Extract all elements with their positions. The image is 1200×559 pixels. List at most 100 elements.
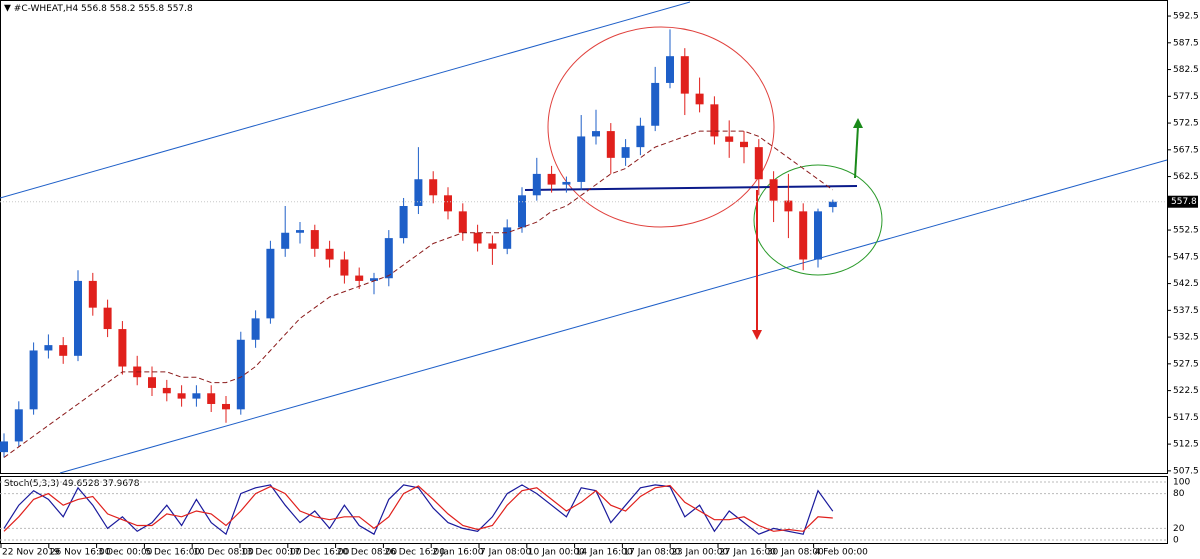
down-arrow-head [752, 330, 762, 340]
candle-body [651, 82, 660, 126]
stoch-header: Stoch(5,3,3) 49.6528 37.9678 [4, 479, 140, 489]
low: 555.8 [138, 4, 164, 14]
x-tick-label: 10 Jan 00:00 [528, 548, 585, 558]
x-tick-label: 7 Jan 08:00 [480, 548, 532, 558]
candle-body [621, 147, 630, 158]
y-tick-label: 542.5 [1173, 279, 1199, 289]
head-circle [547, 26, 775, 228]
x-tick-label: 22 Nov 2019 [2, 548, 60, 558]
candle-body [518, 195, 526, 228]
channel-lower [59, 159, 1168, 474]
candle-body [192, 393, 201, 399]
candle-body [59, 345, 68, 356]
candle-body [14, 409, 23, 442]
x-tick-label: 17 Jan 08:00 [623, 548, 680, 558]
y-tick-label: 562.5 [1173, 172, 1199, 182]
y-tick-label: 572.5 [1173, 119, 1199, 129]
up-arrow [854, 125, 859, 179]
x-tick-label: 17 Dec 16:00 [289, 548, 350, 558]
close: 557.8 [167, 4, 193, 14]
x-tick-label: 30 Jan 08:00 [767, 548, 824, 558]
up-arrow-head [853, 118, 863, 128]
x-tick-label: 26 Dec 16:00 [384, 548, 445, 558]
y-tick-label: 532.5 [1173, 333, 1199, 343]
candle-body [310, 230, 319, 249]
stoch-tick-label: 80 [1173, 489, 1185, 499]
candle-body [118, 329, 127, 367]
high: 558.2 [110, 4, 136, 14]
channel-upper [0, 1, 691, 199]
candle-body [769, 179, 778, 201]
stoch-main: 49.6528 [62, 479, 99, 489]
y-tick-label: 592.5 [1173, 12, 1199, 22]
header: ▼ #C-WHEAT,H4 556.8 558.2 555.8 557.8 [4, 4, 193, 14]
x-tick-label: 14 Jan 16:00 [576, 548, 633, 558]
stoch-pane [0, 476, 1168, 544]
candle-body [370, 278, 378, 281]
y-tick-label: 512.5 [1173, 440, 1199, 450]
candle-body [444, 195, 452, 212]
stoch-tick-label: 20 [1173, 524, 1185, 534]
candle-body [266, 248, 275, 319]
candle-body [429, 179, 438, 196]
candle-body [384, 238, 393, 279]
y-tick-label: 577.5 [1173, 92, 1199, 102]
candle-body [177, 393, 186, 399]
y-tick-label: 522.5 [1173, 386, 1199, 396]
candle-body [725, 136, 734, 142]
y-tick-label: 582.5 [1173, 65, 1199, 75]
candle-body [281, 232, 290, 249]
candle-body [666, 56, 674, 83]
candle-body [103, 307, 112, 330]
candle-body [148, 377, 156, 388]
candle-body [296, 230, 304, 233]
candle-body [680, 56, 689, 94]
x-tick-label: 23 Jan 00:00 [671, 548, 728, 558]
x-tick-label: 20 Dec 08:00 [337, 548, 398, 558]
open: 556.8 [81, 4, 107, 14]
candle-body [606, 131, 615, 158]
stoch-tick-label: 100 [1173, 477, 1190, 487]
stoch-line [3, 484, 834, 536]
y-tick-label: 527.5 [1173, 359, 1199, 369]
candle-body [473, 232, 482, 244]
candle-body [222, 403, 230, 410]
indicator: Stoch(5,3,3) [4, 479, 59, 489]
stoch-line [3, 484, 833, 532]
x-tick-label: 26 Nov 16:00 [50, 548, 111, 558]
x-tick-label: 4 Feb 00:00 [815, 548, 869, 558]
y-tick-label: 517.5 [1173, 413, 1199, 423]
stoch-tick-label: 0 [1173, 535, 1179, 545]
stoch-signal: 37.9678 [102, 479, 139, 489]
candle-body [414, 179, 423, 207]
candle-body [754, 147, 763, 180]
candle-body [695, 93, 704, 105]
candle-body [547, 173, 556, 185]
candle-body [828, 201, 837, 208]
moving-average [3, 130, 834, 458]
candle-body [592, 131, 600, 137]
candle-body [458, 211, 467, 233]
candle-body [251, 318, 260, 340]
y-tick-label: 552.5 [1173, 226, 1199, 236]
candle-body [532, 173, 541, 196]
candle-body [799, 211, 808, 260]
y-tick-label: 567.5 [1173, 145, 1199, 155]
candle-body [399, 206, 408, 239]
candle-body [29, 350, 38, 410]
current-price-box [1168, 195, 1198, 208]
x-tick-label: 5 Dec 16:00 [145, 548, 200, 558]
y-tick-label: 547.5 [1173, 252, 1199, 262]
candle-body [740, 141, 748, 148]
candle-body [325, 248, 334, 260]
candle-body [340, 259, 349, 276]
x-tick-label: 3 Dec 00:00 [98, 548, 153, 558]
candle-body [162, 387, 171, 394]
current-price-label: 557.8 [1171, 197, 1197, 207]
x-tick-label: 10 Dec 08:00 [193, 548, 254, 558]
symbol: #C-WHEAT,H4 [14, 4, 79, 14]
x-tick-label: 13 Dec 00:00 [241, 548, 302, 558]
candle-body [488, 243, 497, 249]
candle-body [236, 339, 245, 410]
